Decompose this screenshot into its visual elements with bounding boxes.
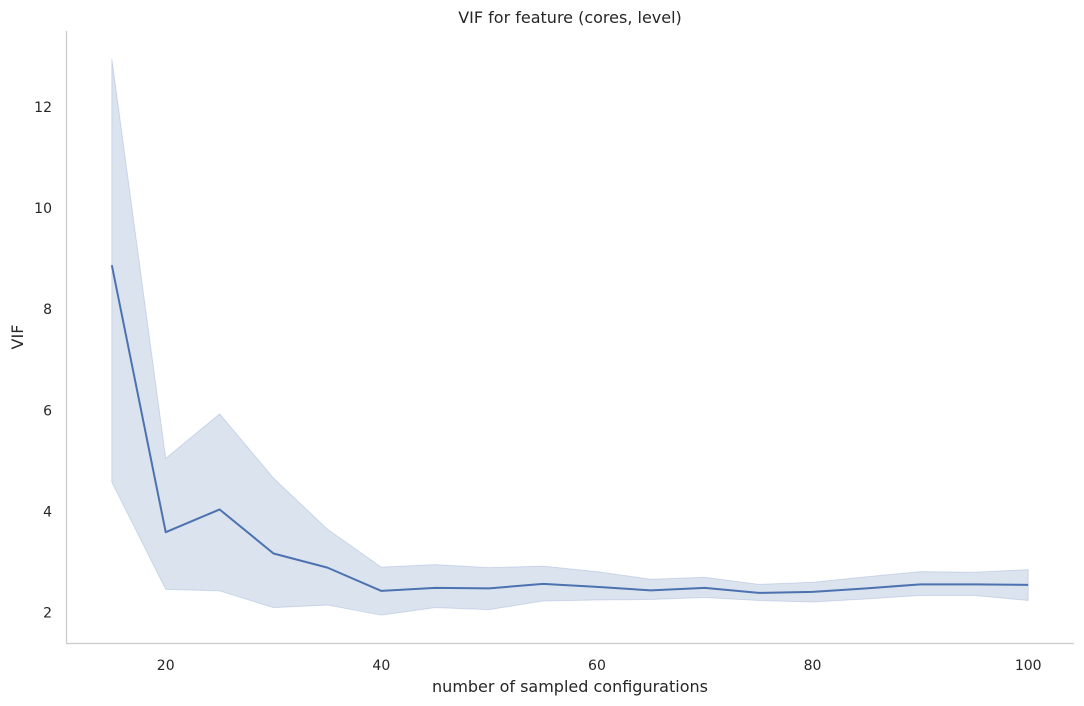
y-tick-labels: 2 4 6 8 10 12 [34,100,52,622]
x-tick-label: 20 [157,658,175,674]
y-tick-label: 10 [34,201,52,217]
x-tick-label: 40 [372,658,390,674]
x-axis-label: number of sampled configurations [432,677,708,696]
y-tick-label: 12 [34,100,52,116]
confidence-band [111,58,1029,616]
y-tick-label: 4 [43,505,52,521]
x-tick-labels: 20 40 60 80 100 [157,658,1042,674]
confidence-band-layer [111,58,1029,616]
x-tick-label: 60 [588,658,606,674]
y-tick-label: 2 [43,606,52,622]
series-line [110,264,1029,594]
chart-title: VIF for feature (cores, level) [458,8,682,27]
y-axis-label: VIF [8,325,27,350]
series-line-layer [110,264,1029,594]
x-tick-label: 100 [1015,658,1042,674]
y-tick-label: 8 [43,302,52,318]
y-tick-label: 6 [43,403,52,419]
x-tick-label: 80 [804,658,822,674]
